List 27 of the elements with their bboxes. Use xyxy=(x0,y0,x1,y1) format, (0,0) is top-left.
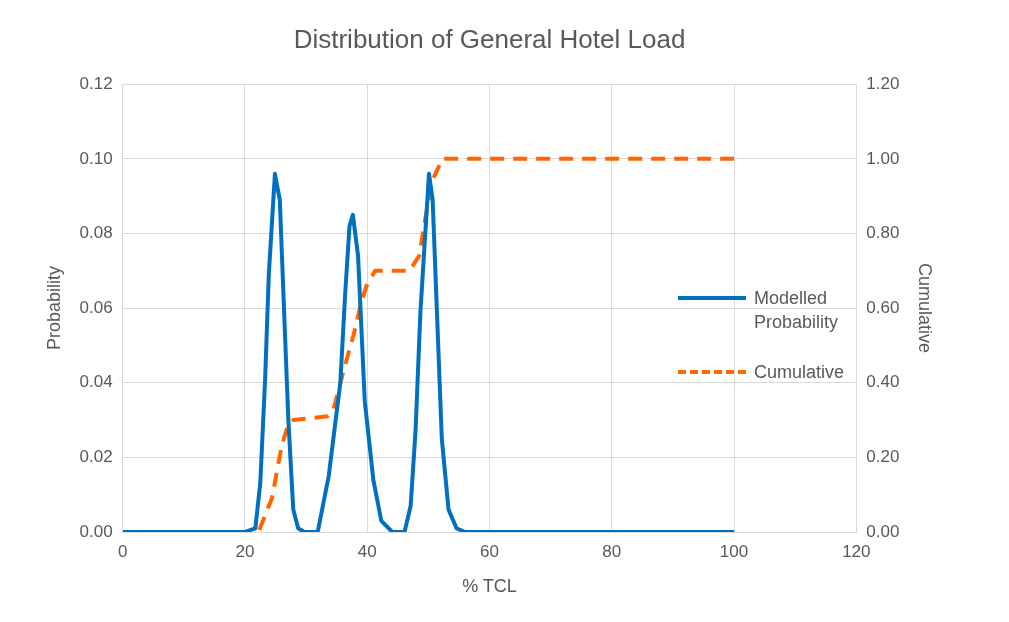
x-tick-label: 60 xyxy=(480,541,499,561)
x-tick-label: 120 xyxy=(842,541,871,561)
y-axis-title: Probability xyxy=(43,266,64,351)
chart-title: Distribution of General Hotel Load xyxy=(293,23,686,54)
y-tick-label: 0.06 xyxy=(79,297,113,317)
y2-tick-label: 0.20 xyxy=(866,447,900,467)
y2-tick-label: 0.80 xyxy=(866,223,900,243)
y-tick-label: 0.08 xyxy=(79,223,113,243)
y2-axis-title: Cumulative xyxy=(915,263,936,354)
y-tick-label: 0.04 xyxy=(79,372,113,392)
x-tick-label: 0 xyxy=(117,541,128,561)
x-tick-label: 100 xyxy=(719,541,749,561)
legend-label: Modelled Probability xyxy=(754,287,840,334)
x-tick-label: 20 xyxy=(235,541,255,561)
x-axis-title: % TCL xyxy=(462,576,517,597)
x-tick-label: 40 xyxy=(357,541,377,561)
y2-tick-label: 1.20 xyxy=(866,73,900,93)
y2-tick-label: 1.00 xyxy=(866,148,900,168)
y-tick-label: 0.10 xyxy=(79,148,113,168)
y-tick-label: 0.00 xyxy=(79,521,113,541)
y2-tick-label: 0.00 xyxy=(866,521,900,541)
y2-tick-label: 0.60 xyxy=(866,297,900,317)
y2-tick-label: 0.40 xyxy=(866,372,900,392)
y-tick-label: 0.12 xyxy=(79,73,113,93)
y-tick-label: 0.02 xyxy=(79,447,113,467)
x-tick-label: 80 xyxy=(602,541,622,561)
legend-label: Cumulative xyxy=(754,361,845,384)
